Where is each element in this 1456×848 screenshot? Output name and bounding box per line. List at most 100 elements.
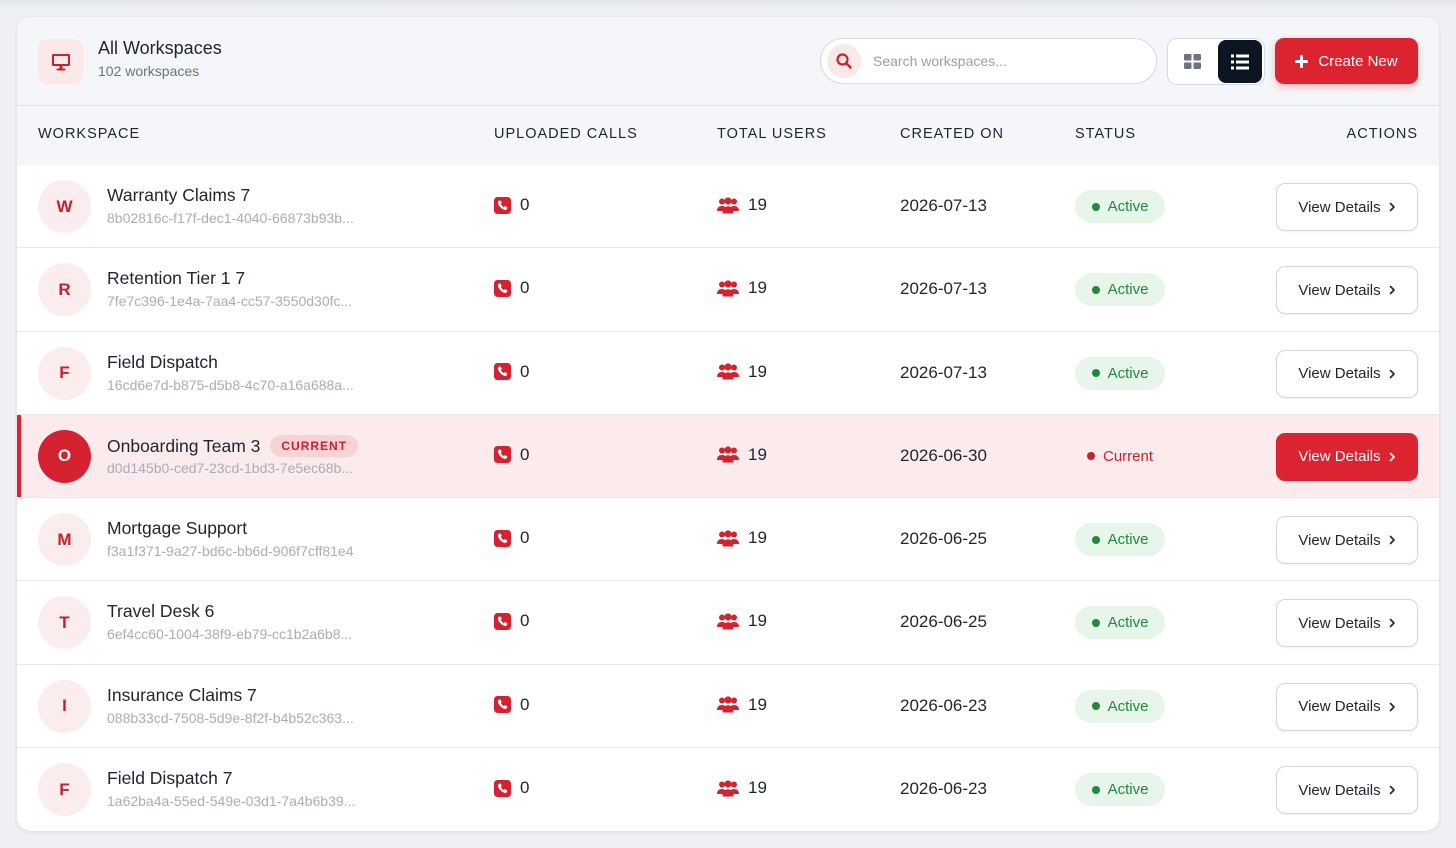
workspace-name[interactable]: Travel Desk 6 bbox=[107, 601, 215, 622]
created-on: 2026-06-30 bbox=[900, 445, 987, 465]
status-dot-icon bbox=[1091, 535, 1100, 544]
chevron-right-icon bbox=[1389, 785, 1395, 795]
card-header: All Workspaces 102 workspaces bbox=[17, 17, 1439, 106]
total-users: 19 bbox=[717, 695, 767, 715]
workspace-id: 6ef4cc60-1004-38f9-eb79-cc1b2a6b8... bbox=[107, 626, 353, 643]
plus-icon bbox=[1295, 54, 1309, 68]
table-row[interactable]: M Mortgage Support f3a1f371-9a27-bd6c-bb… bbox=[17, 498, 1439, 582]
column-actions: ACTIONS bbox=[1346, 126, 1418, 142]
search-icon[interactable] bbox=[827, 44, 861, 78]
created-on: 2026-06-23 bbox=[900, 779, 987, 799]
chevron-right-icon bbox=[1389, 285, 1395, 295]
created-on: 2026-07-13 bbox=[900, 362, 987, 382]
phone-icon bbox=[494, 779, 511, 797]
column-total-users: TOTAL USERS bbox=[717, 126, 827, 142]
status-badge: Active bbox=[1075, 273, 1165, 307]
create-new-button[interactable]: Create New bbox=[1275, 38, 1418, 84]
uploaded-calls: 0 bbox=[494, 362, 529, 382]
workspace-name[interactable]: Field Dispatch bbox=[107, 351, 218, 372]
status-badge: Active bbox=[1075, 606, 1165, 640]
status-dot-icon bbox=[1091, 202, 1100, 211]
avatar: I bbox=[38, 679, 91, 733]
chevron-right-icon bbox=[1389, 369, 1395, 378]
table-row[interactable]: F Field Dispatch 16cd6e7d-b875-d5b8-4c70… bbox=[17, 331, 1439, 415]
table-row[interactable]: T Travel Desk 6 6ef4cc60-1004-38f9-eb79-… bbox=[17, 581, 1439, 665]
uploaded-calls: 0 bbox=[494, 778, 529, 798]
avatar: R bbox=[38, 263, 91, 317]
workspace-id: 8b02816c-f17f-dec1-4040-66873b93b... bbox=[107, 210, 354, 226]
page-title: All Workspaces bbox=[98, 38, 222, 58]
view-details-button[interactable]: View Details bbox=[1276, 516, 1418, 565]
status-dot-icon bbox=[1086, 452, 1095, 461]
uploaded-calls: 0 bbox=[494, 611, 529, 631]
users-icon bbox=[717, 530, 739, 547]
table-row[interactable]: W Warranty Claims 7 8b02816c-f17f-dec1-4… bbox=[17, 165, 1439, 249]
created-on: 2026-07-13 bbox=[900, 279, 987, 299]
view-details-button[interactable]: View Details bbox=[1276, 349, 1418, 398]
workspaces-card: All Workspaces 102 workspaces bbox=[17, 17, 1439, 831]
uploaded-calls: 0 bbox=[494, 695, 529, 715]
chevron-right-icon bbox=[1389, 702, 1395, 712]
view-details-button[interactable]: View Details bbox=[1276, 766, 1418, 815]
uploaded-calls: 0 bbox=[494, 278, 529, 298]
view-details-button[interactable]: View Details bbox=[1276, 599, 1418, 648]
table-row[interactable]: I Insurance Claims 7 088b33cd-7508-5d9e-… bbox=[17, 664, 1439, 749]
monitor-icon bbox=[38, 39, 83, 84]
avatar: F bbox=[38, 346, 91, 400]
total-users: 19 bbox=[717, 362, 767, 382]
total-users: 19 bbox=[717, 445, 767, 465]
search-input[interactable] bbox=[873, 53, 1143, 69]
workspace-name[interactable]: Insurance Claims 7 bbox=[107, 684, 257, 705]
workspace-name[interactable]: Warranty Claims 7 bbox=[107, 185, 251, 205]
uploaded-calls: 0 bbox=[494, 195, 529, 215]
avatar: M bbox=[38, 513, 91, 567]
chevron-right-icon bbox=[1389, 202, 1395, 212]
list-view-button[interactable] bbox=[1217, 40, 1262, 83]
status-badge: Active bbox=[1075, 190, 1165, 223]
workspace-id: 16cd6e7d-b875-d5b8-4c70-a16a688a... bbox=[107, 376, 354, 393]
created-on: 2026-07-13 bbox=[900, 196, 987, 215]
status-dot-icon bbox=[1091, 618, 1100, 627]
workspace-id: d0d145b0-ced7-23cd-1bd3-7e5ec68b... bbox=[107, 459, 353, 476]
workspace-id: 088b33cd-7508-5d9e-8f2f-b4b52c363... bbox=[107, 709, 354, 726]
status-dot-icon bbox=[1091, 785, 1100, 794]
view-details-button[interactable]: View Details bbox=[1276, 183, 1418, 231]
view-details-button[interactable]: View Details bbox=[1276, 432, 1418, 481]
status-dot-icon bbox=[1091, 285, 1100, 294]
phone-icon bbox=[494, 446, 511, 464]
view-details-button[interactable]: View Details bbox=[1276, 266, 1418, 315]
workspace-name[interactable]: Field Dispatch 7 bbox=[107, 768, 233, 789]
avatar: W bbox=[38, 180, 91, 233]
table-row[interactable]: O Onboarding Team 3 CURRENT d0d145b0-ced7… bbox=[17, 414, 1439, 499]
view-details-button[interactable]: View Details bbox=[1276, 682, 1418, 731]
column-status: STATUS bbox=[1075, 126, 1137, 142]
users-icon bbox=[717, 280, 739, 297]
workspace-count: 102 workspaces bbox=[98, 63, 200, 79]
phone-icon bbox=[494, 363, 511, 381]
total-users: 19 bbox=[717, 528, 767, 548]
phone-icon bbox=[494, 529, 511, 547]
phone-icon bbox=[494, 196, 511, 214]
grid-icon bbox=[1183, 54, 1201, 69]
chevron-right-icon bbox=[1389, 619, 1395, 628]
workspace-name[interactable]: Mortgage Support bbox=[107, 518, 248, 539]
workspace-id: f3a1f371-9a27-bd6c-bb6d-906f7cff81e4 bbox=[107, 543, 354, 560]
uploaded-calls: 0 bbox=[494, 445, 529, 465]
grid-view-button[interactable] bbox=[1170, 40, 1215, 83]
users-icon bbox=[717, 196, 739, 213]
workspace-name[interactable]: Retention Tier 1 7 bbox=[107, 268, 246, 289]
list-icon bbox=[1230, 54, 1249, 69]
status-badge: Active bbox=[1075, 523, 1165, 557]
users-icon bbox=[717, 446, 739, 463]
users-icon bbox=[717, 696, 739, 713]
table-body: W Warranty Claims 7 8b02816c-f17f-dec1-4… bbox=[17, 165, 1439, 831]
table-row[interactable]: R Retention Tier 1 7 7fe7c396-1e4a-7aa4-… bbox=[17, 248, 1439, 332]
avatar: T bbox=[38, 596, 91, 650]
workspace-name[interactable]: Onboarding Team 3 CURRENT bbox=[107, 434, 359, 457]
uploaded-calls: 0 bbox=[494, 528, 529, 548]
table-row[interactable]: F Field Dispatch 7 1a62ba4a-55ed-549e-03… bbox=[17, 748, 1439, 831]
users-icon bbox=[717, 613, 739, 630]
create-new-label: Create New bbox=[1318, 52, 1398, 70]
total-users: 19 bbox=[717, 778, 767, 798]
total-users: 19 bbox=[717, 611, 767, 631]
